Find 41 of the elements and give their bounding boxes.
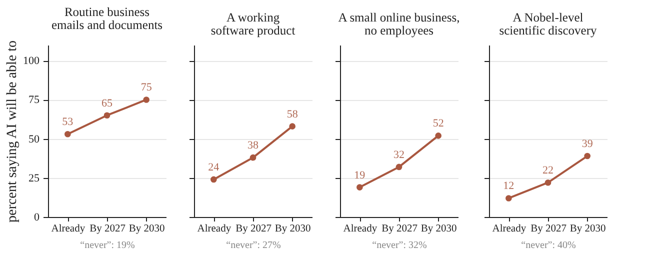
x-tick-label: By 2027 (530, 224, 566, 234)
data-label: 24 (208, 161, 220, 174)
x-tick-label: Already (197, 224, 232, 234)
x-tick-label: By 2027 (90, 224, 126, 234)
text: “never”: 27% (226, 240, 281, 251)
x-tick-label: Already (343, 224, 378, 234)
chart-title: A working software product (210, 10, 296, 38)
data-label: 53 (62, 116, 74, 128)
text: “never”: 32% (372, 240, 427, 251)
text: “never”: 40% (521, 240, 576, 251)
data-label: 22 (542, 164, 554, 177)
point (64, 130, 71, 138)
data-label: 65 (102, 97, 113, 110)
y-tick-label: 0 (34, 212, 40, 224)
point (143, 96, 150, 103)
x-tick-label: By 2027 (382, 224, 418, 234)
point (104, 112, 110, 119)
data-label: 19 (354, 169, 366, 182)
text: “never”: 19% (80, 240, 135, 251)
chart-title: Routine business emails and documents (51, 5, 163, 32)
data-label: 39 (582, 138, 594, 150)
y-tick-label: 50 (28, 133, 40, 146)
x-tick-label: By 2027 (236, 224, 272, 234)
chart-title: A small online business, no employees (338, 10, 460, 38)
x-tick-label: Already (51, 224, 86, 234)
data-label: 52 (432, 118, 444, 130)
y-axis-title: percent saying AI will be able to (5, 40, 20, 222)
y-tick-label: 25 (28, 172, 40, 184)
y-tick-label: 100 (23, 55, 40, 68)
data-label: 75 (140, 82, 152, 94)
data-label: 32 (394, 148, 404, 161)
chart-title: A Nobel-level scientific discovery (499, 10, 598, 38)
y-tick-label: 75 (28, 94, 40, 106)
data-label: 38 (248, 140, 259, 152)
x-tick-label: By 2030 (420, 224, 457, 234)
x-tick-label: Already (492, 224, 527, 234)
x-tick-label: By 2030 (274, 224, 311, 234)
data-label: 58 (286, 108, 298, 120)
x-tick-label: By 2030 (128, 224, 165, 234)
data-label: 12 (503, 180, 514, 192)
x-tick-label: By 2030 (570, 224, 606, 234)
